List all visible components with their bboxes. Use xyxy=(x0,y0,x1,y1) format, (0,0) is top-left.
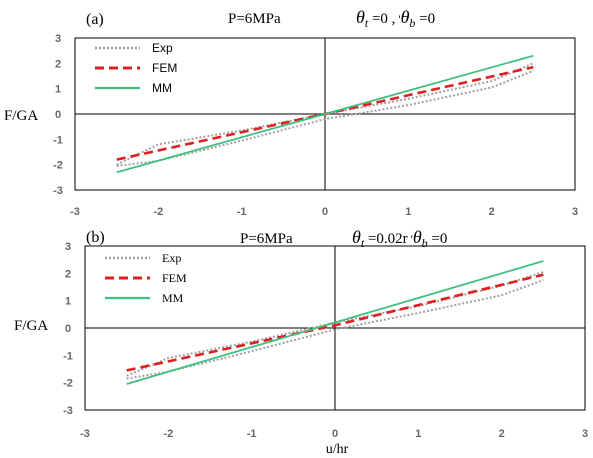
y-tick-label: -2 xyxy=(53,160,63,172)
chart-panel-b: -3 -2 -1 0 1 2 3 3 2 1 0 -1 -2 -3 Exp FEM MM (b) P=6MPa θt … xyxy=(14,227,588,457)
y-tick-label: 1 xyxy=(55,84,61,96)
theta-b-value: =0 xyxy=(415,11,435,27)
y-axis-label: F/GA xyxy=(4,108,38,124)
theta-t-subscript: t xyxy=(361,236,365,250)
y-tick-label: -1 xyxy=(63,350,73,362)
x-tick-label: -3 xyxy=(80,428,90,440)
series-line-exp-upper xyxy=(126,271,544,377)
title-pressure: P=6MPa xyxy=(228,11,281,27)
theta-t-symbol: θ xyxy=(352,227,361,247)
panel-label: (a) xyxy=(86,11,104,28)
theta-b-subscript: b xyxy=(422,236,428,250)
panel-label: (b) xyxy=(86,229,105,246)
y-tick-label: 0 xyxy=(65,323,71,335)
x-tick-label: 1 xyxy=(415,428,421,440)
theta-t-value: =0 , xyxy=(368,11,395,27)
x-tick-label: -2 xyxy=(153,206,163,218)
y-tick-label: -3 xyxy=(63,405,73,417)
theta-t-subscript: t xyxy=(365,16,369,30)
legend-label-fem: FEM xyxy=(152,61,177,75)
y-tick-label: 1 xyxy=(65,296,71,308)
x-axis-label: u/hr xyxy=(326,442,349,457)
x-tick-label: 3 xyxy=(582,428,588,440)
legend: Exp FEM MM xyxy=(95,41,177,95)
y-axis-label: F/GA xyxy=(14,318,48,334)
title-angles: θt =0 , 'θb =0 xyxy=(356,7,435,30)
legend-label-exp: Exp xyxy=(152,41,173,55)
series-line-exp-upper xyxy=(116,62,534,166)
legend-label-exp: Exp xyxy=(162,251,181,265)
legend-label-mm: MM xyxy=(162,291,184,305)
series-line-mm xyxy=(116,54,534,174)
title-angles: θt =0.02r 'θb =0 xyxy=(352,227,447,250)
y-tick-label: 2 xyxy=(55,58,61,70)
series-line-exp-lower xyxy=(126,279,544,380)
x-tick-label: 1 xyxy=(405,206,411,218)
legend: Exp FEM MM xyxy=(105,251,187,305)
x-tick-label: -1 xyxy=(247,428,257,440)
theta-t-symbol: θ xyxy=(356,7,365,27)
x-tick-label: -2 xyxy=(163,428,173,440)
x-tick-label: -3 xyxy=(70,206,80,218)
y-tick-label: -2 xyxy=(63,378,73,390)
series-line-mm xyxy=(126,260,544,385)
x-tick-label: -1 xyxy=(237,206,247,218)
theta-b-symbol: θ xyxy=(413,227,422,247)
x-tick-label: 0 xyxy=(332,428,338,440)
y-tick-label: -3 xyxy=(53,185,63,197)
theta-b-symbol: θ xyxy=(401,7,410,27)
x-tick-label: 3 xyxy=(572,206,578,218)
title-tick-mark: ' xyxy=(408,232,413,246)
y-tick-label: 2 xyxy=(65,268,71,280)
chart-panel-a: -3 -2 -1 0 1 2 3 3 2 1 0 -1 -2 -3 Exp FEM MM (a) P=6MPa θt … xyxy=(4,7,578,218)
legend-label-fem: FEM xyxy=(162,271,187,285)
theta-b-subscript: b xyxy=(409,16,415,30)
y-tick-label: 3 xyxy=(55,33,61,45)
x-tick-label: 2 xyxy=(489,206,495,218)
title-pressure: P=6MPa xyxy=(240,231,293,247)
y-tick-label: 3 xyxy=(65,241,71,253)
series-line-fem xyxy=(126,273,544,372)
theta-b-value: =0 xyxy=(428,231,448,247)
y-tick-label: -1 xyxy=(53,134,63,146)
y-tick-label: 0 xyxy=(55,109,61,121)
x-tick-label: 2 xyxy=(499,428,505,440)
x-tick-label: 0 xyxy=(322,206,328,218)
legend-label-mm: MM xyxy=(152,81,172,95)
theta-t-value: =0.02r xyxy=(364,231,407,247)
title-tick-mark: ' xyxy=(395,12,400,26)
